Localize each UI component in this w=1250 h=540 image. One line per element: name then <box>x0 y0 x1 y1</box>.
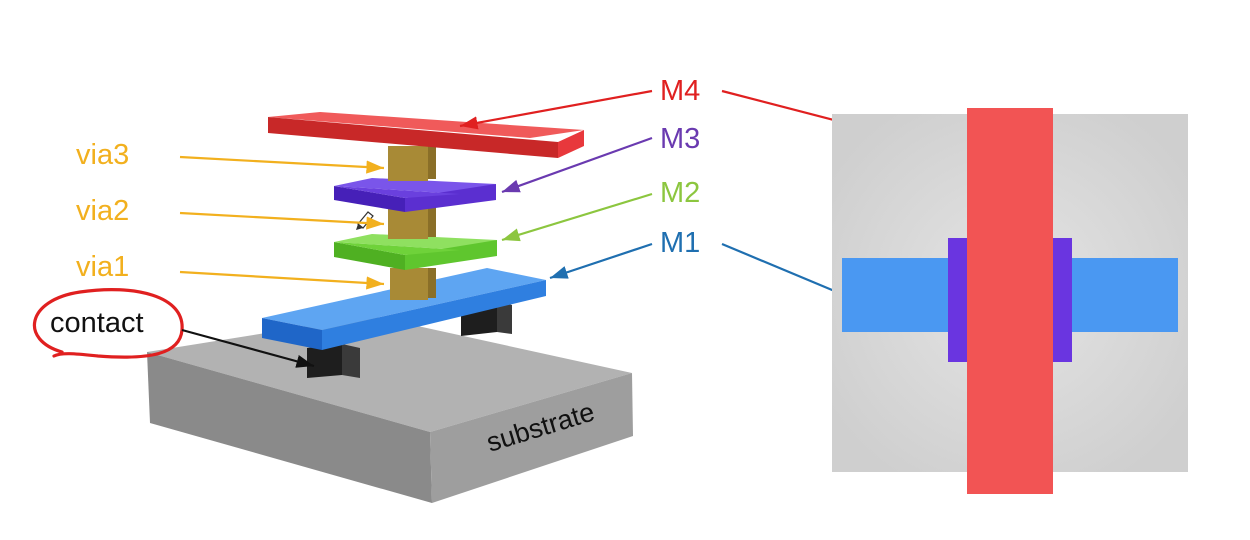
via3-arrow <box>179 155 385 174</box>
via2-label: via2 <box>76 195 129 227</box>
m3-arrow <box>501 136 653 194</box>
via1-post <box>390 268 436 300</box>
contact-annotation: contact <box>32 288 315 368</box>
pencil-cursor-icon <box>356 211 374 230</box>
m4-label: M4 <box>660 75 700 107</box>
via-labels: via3 via2 via1 <box>76 139 385 290</box>
m2-layer <box>334 234 497 270</box>
m2-label: M2 <box>660 177 700 209</box>
via2-arrow <box>179 211 385 230</box>
m2-arrow <box>501 192 653 242</box>
stack-3d-view: substrate <box>147 112 633 503</box>
substrate-block <box>147 316 633 503</box>
m4-arrow-left <box>459 89 653 130</box>
contact-post-left <box>307 344 360 378</box>
metal-labels: M4 M3 M2 M1 <box>459 75 989 302</box>
top-view <box>832 108 1188 494</box>
via3-label: via3 <box>76 139 129 171</box>
m4-layer <box>268 112 584 158</box>
annotation-circle <box>32 288 184 359</box>
contact-arrow <box>181 328 315 368</box>
contact-label: contact <box>50 307 144 339</box>
via1-arrow <box>179 270 385 290</box>
m1-label: M1 <box>660 227 700 259</box>
m3-layer <box>334 178 496 212</box>
top-view-m4 <box>967 108 1053 494</box>
m1-arrow-left <box>549 242 653 280</box>
via3-post <box>388 146 436 181</box>
via1-label: via1 <box>76 251 129 283</box>
m3-label: M3 <box>660 123 700 155</box>
